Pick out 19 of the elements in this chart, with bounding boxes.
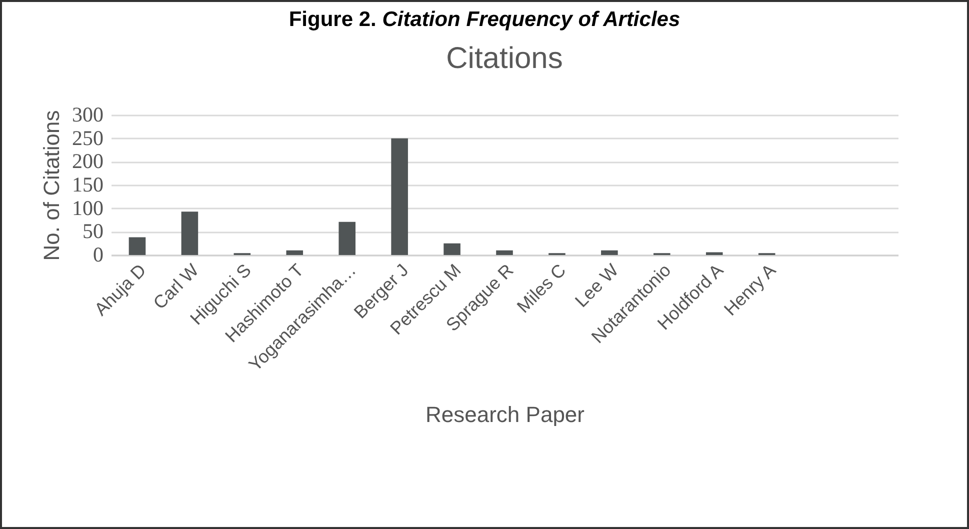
caption: Figure 2. Citation Frequency of Articles [288, 8, 682, 32]
bar [338, 222, 356, 255]
y-tick-label: 0 [93, 242, 104, 266]
y-tick-label: 300 [72, 102, 104, 126]
y-tick-label: 250 [72, 126, 104, 150]
y-tick-label: 100 [72, 196, 104, 220]
y-tick-label: 200 [72, 149, 104, 174]
bar [601, 250, 618, 255]
bar [181, 212, 198, 255]
bar [286, 250, 304, 255]
bar [128, 237, 146, 255]
y-tick-label: 50 [82, 219, 104, 244]
bar [496, 250, 513, 255]
bar [706, 252, 723, 255]
chart-title: Citations [446, 42, 563, 75]
bar [444, 243, 460, 255]
bar [391, 138, 408, 255]
y-tick-label: 150 [72, 172, 104, 196]
y-axis-title: No. of Citations [39, 110, 64, 261]
